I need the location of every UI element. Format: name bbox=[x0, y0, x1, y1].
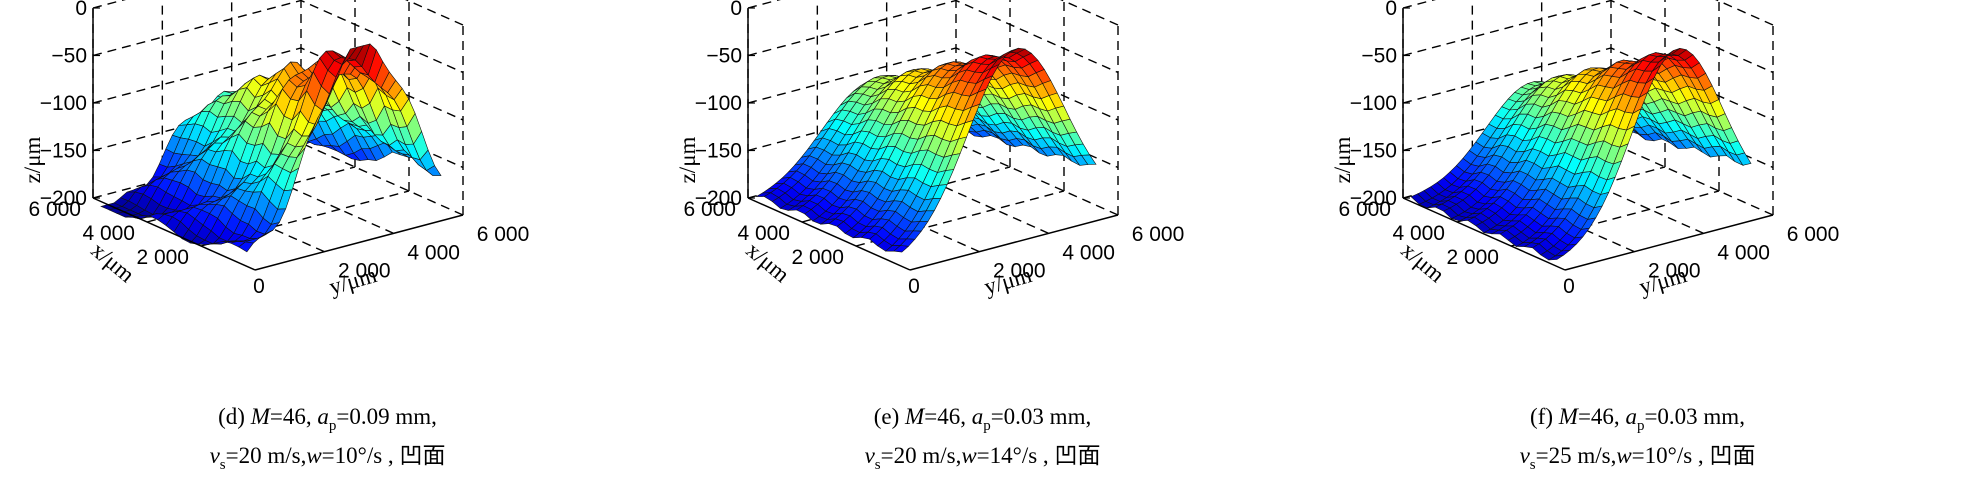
caption-suffix: 凹面 bbox=[1049, 443, 1101, 468]
caption-line-2: vs=20 m/s,w=14°/s , 凹面 bbox=[655, 441, 1310, 480]
caption-vs-value: =20 m/s, bbox=[226, 443, 307, 468]
z-axis-label: z/μm bbox=[675, 136, 700, 183]
x-tick-label: 6 000 bbox=[1338, 198, 1391, 221]
x-tick-label: 6 000 bbox=[28, 198, 81, 221]
x-tick-label: 0 bbox=[908, 275, 920, 298]
z-tick-label: −150 bbox=[40, 140, 87, 163]
caption-w-value: =10°/s , bbox=[1632, 443, 1704, 468]
surface-mesh bbox=[1411, 48, 1751, 260]
y-axis-label: y/μm bbox=[1636, 262, 1689, 299]
caption-vs-value: =20 m/s, bbox=[881, 443, 962, 468]
floor-edge bbox=[956, 143, 1118, 215]
z-tick-label: −100 bbox=[695, 92, 742, 115]
caption-w-value: =14°/s , bbox=[977, 443, 1049, 468]
caption-w-value: =10°/s , bbox=[322, 443, 394, 468]
x-tick-label: 2 000 bbox=[791, 246, 844, 269]
z-tick-label: 0 bbox=[1385, 0, 1397, 20]
z-tick-label: −50 bbox=[1361, 45, 1397, 68]
x-tick-label: 6 000 bbox=[683, 198, 736, 221]
caption-M-name: M bbox=[1559, 404, 1578, 429]
caption-suffix: 凹面 bbox=[394, 443, 446, 468]
caption-M-value: =46, bbox=[924, 404, 971, 429]
x-tick-label: 2 000 bbox=[1446, 246, 1499, 269]
caption-vs-name: v bbox=[210, 443, 220, 468]
caption-e: (e) M=46, ap=0.03 mm, vs=20 m/s,w=14°/s … bbox=[655, 402, 1310, 480]
z-gridline bbox=[748, 1, 1118, 73]
caption-M-value: =46, bbox=[1578, 404, 1625, 429]
caption-ap-value: =0.03 mm, bbox=[991, 404, 1092, 429]
caption-ap-name: a bbox=[1625, 404, 1637, 429]
caption-ap-sub: p bbox=[983, 418, 991, 434]
y-tick-label: 6 000 bbox=[1132, 223, 1185, 246]
caption-w-name: w bbox=[961, 443, 976, 468]
z-tick-label: −50 bbox=[706, 45, 742, 68]
box-edge bbox=[956, 0, 1118, 25]
caption-line-1: (f) M=46, ap=0.03 mm, bbox=[1310, 402, 1965, 441]
caption-M-name: M bbox=[905, 404, 924, 429]
caption-label: (d) bbox=[218, 404, 251, 429]
x-tick-label: 0 bbox=[253, 275, 265, 298]
box-edge bbox=[301, 0, 463, 25]
caption-ap-name: a bbox=[972, 404, 984, 429]
y-tick-label: 6 000 bbox=[1787, 223, 1840, 246]
caption-line-1: (e) M=46, ap=0.03 mm, bbox=[655, 402, 1310, 441]
y-axis-label: y/μm bbox=[326, 262, 379, 299]
caption-line-1: (d) M=46, ap=0.09 mm, bbox=[0, 402, 655, 441]
box-edge bbox=[748, 0, 956, 8]
x-tick-label: 2 000 bbox=[136, 246, 189, 269]
box-edge bbox=[1403, 0, 1611, 8]
z-tick-label: −100 bbox=[40, 92, 87, 115]
caption-label: (e) bbox=[874, 404, 905, 429]
caption-w-name: w bbox=[306, 443, 321, 468]
caption-M-name: M bbox=[251, 404, 270, 429]
z-tick-label: 0 bbox=[730, 0, 742, 20]
y-tick-label: 4 000 bbox=[407, 241, 460, 264]
caption-f: (f) M=46, ap=0.03 mm, vs=25 m/s,w=10°/s … bbox=[1310, 402, 1965, 480]
surface-mesh bbox=[756, 48, 1096, 252]
caption-label: (f) bbox=[1530, 404, 1559, 429]
z-tick-label: −150 bbox=[1350, 140, 1397, 163]
box-edge bbox=[93, 0, 301, 8]
z-axis-label: z/μm bbox=[20, 136, 45, 183]
caption-suffix: 凹面 bbox=[1704, 443, 1756, 468]
z-tick-label: −50 bbox=[51, 45, 87, 68]
caption-line-2: vs=25 m/s,w=10°/s , 凹面 bbox=[1310, 441, 1965, 480]
z-axis-label: z/μm bbox=[1330, 136, 1355, 183]
caption-w-name: w bbox=[1616, 443, 1631, 468]
caption-vs-value: =25 m/s, bbox=[1536, 443, 1617, 468]
floor-edge bbox=[1611, 143, 1773, 215]
caption-ap-value: =0.09 mm, bbox=[336, 404, 437, 429]
z-tick-label: −150 bbox=[695, 140, 742, 163]
caption-line-2: vs=20 m/s,w=10°/s , 凹面 bbox=[0, 441, 655, 480]
caption-ap-name: a bbox=[317, 404, 329, 429]
caption-vs-name: v bbox=[865, 443, 875, 468]
y-tick-label: 6 000 bbox=[477, 223, 530, 246]
caption-vs-name: v bbox=[1520, 443, 1530, 468]
z-tick-label: −100 bbox=[1350, 92, 1397, 115]
y-tick-label: 4 000 bbox=[1062, 241, 1115, 264]
x-tick-label: 0 bbox=[1563, 275, 1575, 298]
box-edge bbox=[1611, 0, 1773, 25]
caption-d: (d) M=46, ap=0.09 mm, vs=20 m/s,w=10°/s … bbox=[0, 402, 655, 480]
z-gridline bbox=[1403, 1, 1773, 73]
caption-ap-value: =0.03 mm, bbox=[1644, 404, 1745, 429]
z-tick-label: 0 bbox=[75, 0, 87, 20]
y-tick-label: 4 000 bbox=[1717, 241, 1770, 264]
caption-M-value: =46, bbox=[270, 404, 317, 429]
z-gridline bbox=[93, 1, 463, 73]
y-axis-label: y/μm bbox=[981, 262, 1034, 299]
